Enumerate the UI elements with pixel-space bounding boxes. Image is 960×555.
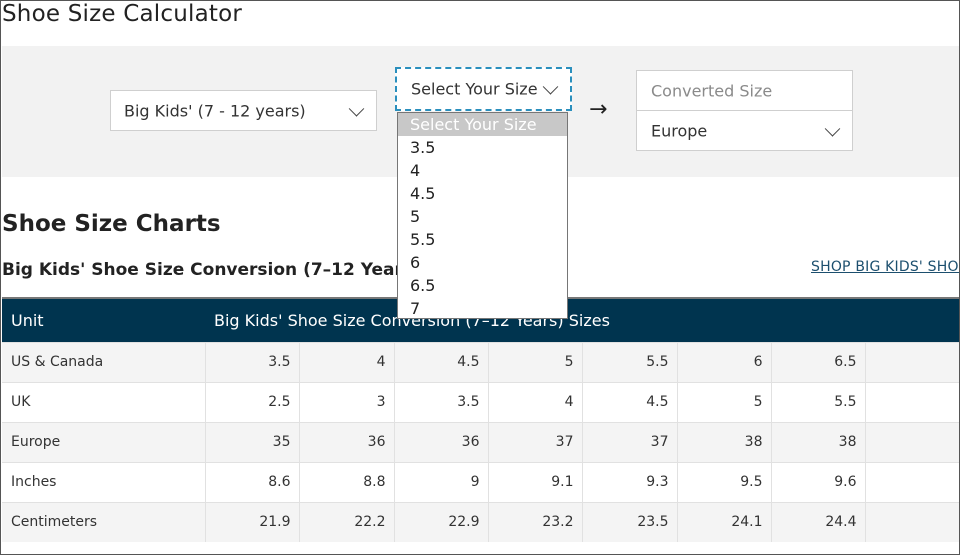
shop-big-kids-link[interactable]: SHOP BIG KIDS' SHOES: [811, 259, 959, 275]
size-cell: 24.8: [865, 501, 959, 542]
size-cell: 9.8: [865, 461, 959, 502]
size-cell: 38: [771, 421, 866, 462]
size-cell: 9: [394, 461, 489, 502]
table-row: Centimeters21.922.222.923.223.524.124.42…: [2, 501, 959, 542]
converted-size-placeholder: Converted Size: [651, 81, 773, 100]
unit-column-header: Unit: [2, 297, 205, 342]
size-select[interactable]: Select Your Size: [395, 67, 572, 111]
size-cell: 21.9: [205, 501, 300, 542]
size-cell: 4: [488, 381, 583, 422]
sizes-column-header: Big Kids' Shoe Size Conversion (7–12 Yea…: [205, 297, 959, 342]
dropdown-option[interactable]: 5.5: [410, 230, 436, 249]
size-cell: 39: [865, 421, 959, 462]
size-cell: 2.5: [205, 381, 300, 422]
dropdown-option[interactable]: 4: [410, 161, 421, 180]
size-cell: 22.2: [299, 501, 395, 542]
table-header-row: Unit Big Kids' Shoe Size Conversion (7–1…: [2, 297, 959, 342]
dropdown-option[interactable]: 7: [410, 299, 421, 318]
size-cell: 4.5: [582, 381, 678, 422]
calculator-panel: Big Kids' (7 - 12 years) Select Your Siz…: [2, 46, 959, 177]
dropdown-option[interactable]: 4.5: [410, 184, 436, 203]
region-select-value: Europe: [651, 121, 708, 140]
charts-title: Shoe Size Charts: [2, 211, 221, 237]
table-row: UK2.533.544.555.56: [2, 381, 959, 422]
size-cell: 36: [394, 421, 489, 462]
size-cell: 4: [299, 341, 395, 382]
size-cell: 7: [865, 341, 959, 382]
chevron-down-icon: [542, 79, 559, 95]
size-cell: 9.5: [677, 461, 772, 502]
size-cell: 38: [677, 421, 772, 462]
size-cell: 5.5: [771, 381, 866, 422]
size-cell: 4.5: [394, 341, 489, 382]
arrow-right-icon: →: [589, 97, 608, 122]
region-select[interactable]: Europe: [636, 110, 853, 151]
category-select-value: Big Kids' (7 - 12 years): [124, 101, 306, 120]
size-cell: 5: [677, 381, 772, 422]
size-cell: 3.5: [205, 341, 300, 382]
size-conversion-table: Unit Big Kids' Shoe Size Conversion (7–1…: [2, 297, 959, 542]
size-cell: 9.1: [488, 461, 583, 502]
dropdown-option[interactable]: 6: [410, 253, 421, 272]
size-cell: 5.5: [582, 341, 678, 382]
chart-subtitle: Big Kids' Shoe Size Conversion (7–12 Yea…: [2, 260, 421, 280]
size-cell: 6: [865, 381, 959, 422]
size-cell: 22.9: [394, 501, 489, 542]
size-cell: 35: [205, 421, 300, 462]
size-cell: 6.5: [771, 341, 866, 382]
row-label: Centimeters: [2, 501, 206, 542]
size-cell: 23.2: [488, 501, 583, 542]
size-cell: 6: [677, 341, 772, 382]
chevron-down-icon: [824, 120, 841, 137]
row-label: Europe: [2, 421, 206, 462]
size-cell: 9.6: [771, 461, 866, 502]
size-cell: 23.5: [582, 501, 678, 542]
chevron-down-icon: [348, 100, 365, 117]
page-title: Shoe Size Calculator: [2, 1, 243, 27]
size-select-value: Select Your Size: [411, 79, 538, 99]
row-label: UK: [2, 381, 206, 422]
category-select[interactable]: Big Kids' (7 - 12 years): [110, 90, 377, 131]
size-dropdown-list[interactable]: Select Your Size 3.5 4 4.5 5 5.5 6 6.5 7: [397, 112, 568, 319]
size-cell: 5: [488, 341, 583, 382]
size-cell: 9.3: [582, 461, 678, 502]
converted-size-field[interactable]: Converted Size: [636, 70, 853, 111]
size-cell: 37: [582, 421, 678, 462]
size-cell: 8.8: [299, 461, 395, 502]
row-label: Inches: [2, 461, 206, 502]
row-label: US & Canada: [2, 341, 206, 382]
size-cell: 36: [299, 421, 395, 462]
dropdown-option[interactable]: 6.5: [410, 276, 436, 295]
dropdown-option[interactable]: Select Your Size: [398, 113, 567, 136]
size-cell: 3: [299, 381, 395, 422]
size-cell: 24.1: [677, 501, 772, 542]
dropdown-option[interactable]: 3.5: [410, 138, 436, 157]
table-row: Europe3536363737383839: [2, 421, 959, 462]
size-cell: 8.6: [205, 461, 300, 502]
size-cell: 3.5: [394, 381, 489, 422]
size-cell: 37: [488, 421, 583, 462]
size-cell: 24.4: [771, 501, 866, 542]
dropdown-option[interactable]: 5: [410, 207, 421, 226]
